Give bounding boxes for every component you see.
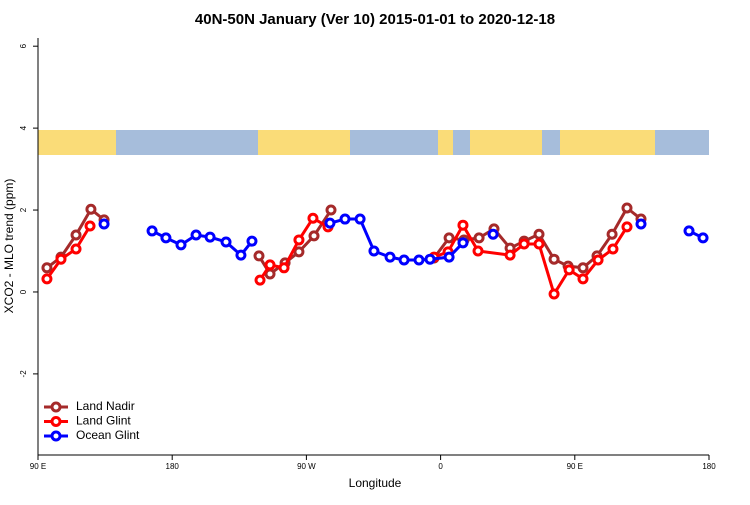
data-point — [504, 249, 516, 261]
data-point — [339, 213, 351, 225]
data-point — [548, 253, 560, 265]
x-tick-label: 0 — [438, 462, 443, 471]
data-point — [683, 225, 695, 237]
data-point — [84, 220, 96, 232]
data-point — [548, 288, 560, 300]
data-point — [175, 239, 187, 251]
data-point — [324, 217, 336, 229]
data-point — [533, 228, 545, 240]
data-point — [697, 232, 709, 244]
x-tick-label: 90 E — [30, 462, 46, 471]
data-point — [253, 250, 265, 262]
data-point — [577, 273, 589, 285]
y-tick-label: 2 — [19, 207, 28, 212]
data-point — [443, 251, 455, 263]
legend-label: Land Glint — [76, 414, 131, 428]
data-point — [368, 245, 380, 257]
data-point — [55, 253, 67, 265]
x-tick-label: 90 W — [297, 462, 316, 471]
data-point — [443, 232, 455, 244]
data-point — [413, 254, 425, 266]
data-point — [354, 213, 366, 225]
data-point — [518, 238, 530, 250]
data-point — [85, 203, 97, 215]
data-point — [220, 236, 232, 248]
map-band — [38, 130, 709, 155]
data-point — [621, 221, 633, 233]
legend-marker — [50, 430, 62, 442]
data-point — [70, 243, 82, 255]
data-point — [621, 202, 633, 214]
data-point — [487, 228, 499, 240]
data-point — [592, 254, 604, 266]
x-tick-label: 180 — [702, 462, 716, 471]
data-point — [204, 231, 216, 243]
data-point — [307, 212, 319, 224]
y-tick-label: 4 — [19, 125, 28, 130]
data-point — [235, 249, 247, 261]
data-point — [472, 245, 484, 257]
data-point — [473, 232, 485, 244]
data-point — [325, 204, 337, 216]
y-axis-label: XCO2 - MLO trend (ppm) — [2, 179, 16, 314]
y-tick-label: 0 — [19, 289, 28, 294]
data-point — [457, 237, 469, 249]
data-point — [606, 228, 618, 240]
data-point — [384, 251, 396, 263]
data-point — [41, 273, 53, 285]
data-point — [398, 254, 410, 266]
data-point — [577, 262, 589, 274]
data-point — [424, 253, 436, 265]
data-point — [254, 274, 266, 286]
data-point — [533, 238, 545, 250]
data-point — [293, 234, 305, 246]
data-point — [246, 235, 258, 247]
legend-label: Ocean Glint — [76, 428, 140, 442]
data-point — [278, 262, 290, 274]
data-point — [190, 229, 202, 241]
data-point — [308, 230, 320, 242]
data-point — [457, 219, 469, 231]
legend-marker — [50, 401, 62, 413]
x-tick-label: 180 — [166, 462, 180, 471]
y-tick-label: -2 — [19, 370, 28, 378]
data-point — [146, 225, 158, 237]
x-tick-label: 90 E — [567, 462, 583, 471]
legend-label: Land Nadir — [76, 399, 135, 413]
x-axis-label: Longitude — [349, 476, 402, 490]
data-point — [635, 218, 647, 230]
data-point — [607, 243, 619, 255]
data-point — [160, 232, 172, 244]
y-tick-label: 6 — [19, 43, 28, 48]
chart-title: 40N-50N January (Ver 10) 2015-01-01 to 2… — [195, 11, 555, 28]
data-point — [264, 259, 276, 271]
data-point — [70, 229, 82, 241]
data-point — [98, 218, 110, 230]
data-point — [563, 264, 575, 276]
data-point — [41, 262, 53, 274]
data-point — [293, 246, 305, 258]
legend-marker — [50, 416, 62, 427]
